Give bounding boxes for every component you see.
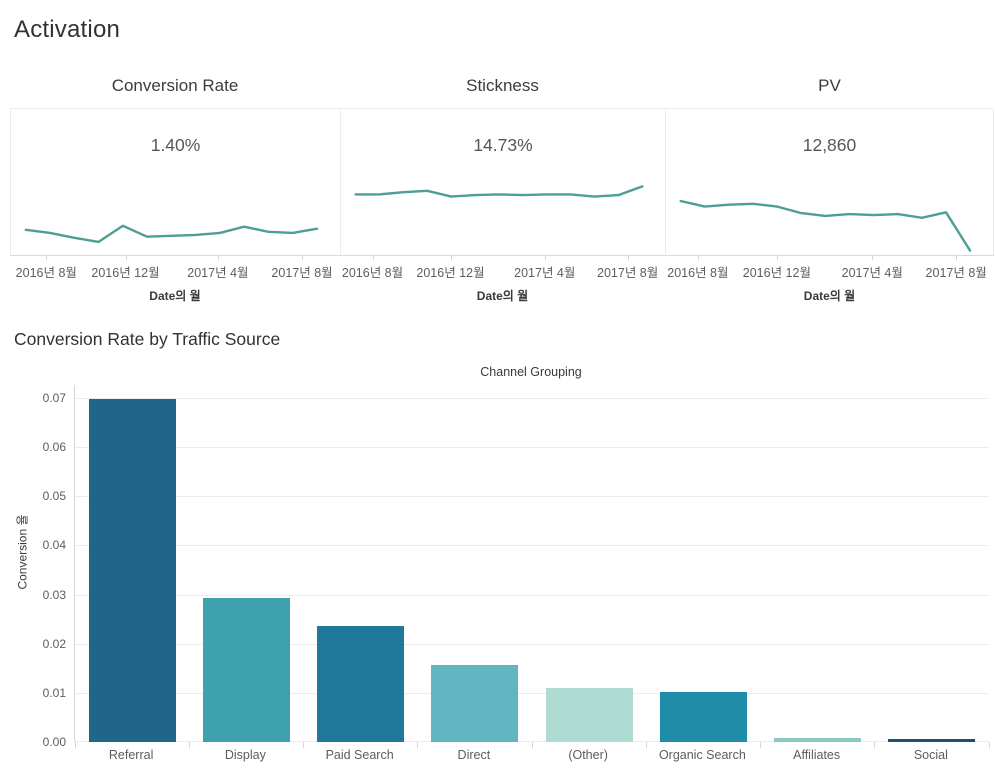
x-tick-label: 2017년 4월 bbox=[187, 266, 249, 280]
kpi-panel-pv: PV 12,860 2016년 8월 2016년 12월 2017년 4월 20… bbox=[665, 76, 994, 314]
x-axis: 2016년 8월 2016년 12월 2017년 4월 2017년 8월 bbox=[10, 255, 340, 280]
x-tick-label: 2016년 8월 bbox=[341, 266, 404, 280]
gridline bbox=[75, 545, 989, 547]
bar-chart-y-axis: 0.00 0.01 0.02 0.03 0.04 0.05 0.06 0.07 bbox=[24, 385, 66, 749]
bar-chart-title: Conversion Rate by Traffic Source bbox=[14, 329, 281, 349]
gridline bbox=[75, 643, 989, 645]
axis-tick bbox=[450, 255, 452, 260]
sparkline-chart-area: 12,860 bbox=[665, 108, 994, 256]
axis-tick bbox=[697, 255, 699, 260]
x-tick-label: 2017년 8월 bbox=[597, 266, 659, 280]
x-tick-label: 2016년 12월 bbox=[742, 266, 811, 280]
axis-tick bbox=[372, 255, 374, 260]
kpi-value: 12,860 bbox=[802, 135, 857, 155]
axis-tick bbox=[956, 255, 958, 260]
category-label: Referral bbox=[108, 748, 154, 762]
y-tick-label: 0.03 bbox=[42, 587, 66, 602]
axis-tick bbox=[46, 255, 48, 260]
category-label: Social bbox=[913, 748, 948, 762]
category-label: Paid Search bbox=[325, 748, 394, 762]
bar-referral[interactable] bbox=[88, 399, 176, 742]
y-tick-label: 0.01 bbox=[42, 685, 66, 700]
bar-social[interactable] bbox=[888, 739, 976, 742]
kpi-panel-title: Stickness bbox=[466, 76, 539, 95]
axis-tick bbox=[544, 255, 546, 260]
x-axis-title: Date의 월 bbox=[149, 289, 201, 303]
x-tick-label: 2016년 12월 bbox=[91, 266, 160, 280]
bar-chart-x-axis: Referral Display Paid Search Direct (Other) O… bbox=[74, 748, 988, 768]
x-tick-label: 2016년 12월 bbox=[416, 266, 485, 280]
axis-tick bbox=[988, 742, 990, 748]
y-tick-label: 0.00 bbox=[42, 735, 66, 749]
category-label: Display bbox=[224, 748, 266, 762]
bar-affiliates[interactable] bbox=[774, 738, 862, 742]
kpi-panel-title: Conversion Rate bbox=[111, 76, 239, 95]
kpi-value: 1.40% bbox=[150, 135, 201, 155]
bar-chart-column-axis-title: Channel Grouping bbox=[480, 365, 582, 379]
x-axis: 2016년 8월 2016년 12월 2017년 4월 2017년 8월 bbox=[340, 255, 665, 280]
axis-tick bbox=[302, 255, 304, 260]
x-axis-title: Date의 월 bbox=[476, 289, 529, 303]
x-axis: 2016년 8월 2016년 12월 2017년 4월 2017년 8월 bbox=[665, 255, 994, 280]
bar-paid-search[interactable] bbox=[317, 625, 405, 742]
sparkline-chart-area: 1.40% bbox=[10, 108, 340, 256]
axis-tick bbox=[417, 742, 419, 748]
bar-organic-search[interactable] bbox=[659, 691, 747, 742]
category-label: Organic Search bbox=[658, 748, 746, 762]
y-tick-label: 0.02 bbox=[42, 636, 66, 651]
gridline bbox=[75, 594, 989, 596]
axis-tick bbox=[776, 255, 778, 260]
axis-tick bbox=[872, 255, 874, 260]
gridline bbox=[75, 741, 989, 742]
axis-tick bbox=[760, 742, 761, 748]
gridline bbox=[75, 447, 989, 449]
category-label: Affiliates bbox=[793, 748, 841, 762]
bar-direct[interactable] bbox=[431, 664, 519, 742]
axis-tick bbox=[188, 742, 190, 748]
axis-tick bbox=[627, 255, 629, 260]
axis-tick bbox=[531, 742, 533, 748]
axis-tick bbox=[74, 742, 76, 748]
kpi-panel-stickness: Stickness 14.73% 2016년 8월 2016년 12월 2017… bbox=[340, 76, 665, 314]
sparkline[interactable] bbox=[11, 109, 340, 255]
y-tick-label: 0.06 bbox=[42, 440, 66, 455]
bar-chart-plot bbox=[74, 385, 990, 748]
x-tick-label: 2016년 8월 bbox=[15, 266, 77, 280]
bar-other[interactable] bbox=[545, 687, 633, 742]
sparkline[interactable] bbox=[666, 109, 993, 255]
axis-tick bbox=[645, 742, 647, 748]
sparkline-chart-area: 14.73% bbox=[340, 108, 665, 256]
page-title: Activation bbox=[14, 16, 121, 43]
kpi-value: 14.73% bbox=[473, 135, 533, 155]
kpi-panel-title: PV bbox=[818, 76, 841, 95]
sparkline-path[interactable] bbox=[24, 224, 319, 244]
gridline bbox=[75, 692, 989, 694]
axis-tick bbox=[125, 255, 127, 260]
x-tick-label: 2016년 8월 bbox=[667, 266, 729, 280]
x-tick-label: 2017년 4월 bbox=[514, 266, 576, 280]
sparkline-path[interactable] bbox=[354, 185, 644, 198]
gridline bbox=[75, 398, 989, 399]
y-tick-label: 0.04 bbox=[42, 538, 66, 553]
x-tick-label: 2017년 8월 bbox=[925, 266, 987, 280]
y-tick-label: 0.05 bbox=[42, 489, 66, 504]
kpi-panel-conversion-rate: Conversion Rate 1.40% 2016년 8월 2016년 12월… bbox=[10, 76, 340, 314]
bar-display[interactable] bbox=[202, 597, 290, 742]
sparkline-path[interactable] bbox=[679, 199, 972, 252]
axis-tick bbox=[217, 255, 219, 260]
gridline bbox=[75, 496, 989, 498]
x-tick-label: 2017년 8월 bbox=[271, 266, 333, 280]
category-label: (Other) bbox=[568, 748, 608, 762]
x-axis-title: Date의 월 bbox=[803, 289, 856, 303]
category-label: Direct bbox=[457, 748, 491, 762]
y-tick-label: 0.07 bbox=[42, 391, 66, 405]
axis-tick bbox=[303, 742, 304, 748]
axis-tick bbox=[874, 742, 876, 748]
x-tick-label: 2017년 4월 bbox=[841, 266, 903, 280]
sparkline[interactable] bbox=[341, 109, 665, 255]
